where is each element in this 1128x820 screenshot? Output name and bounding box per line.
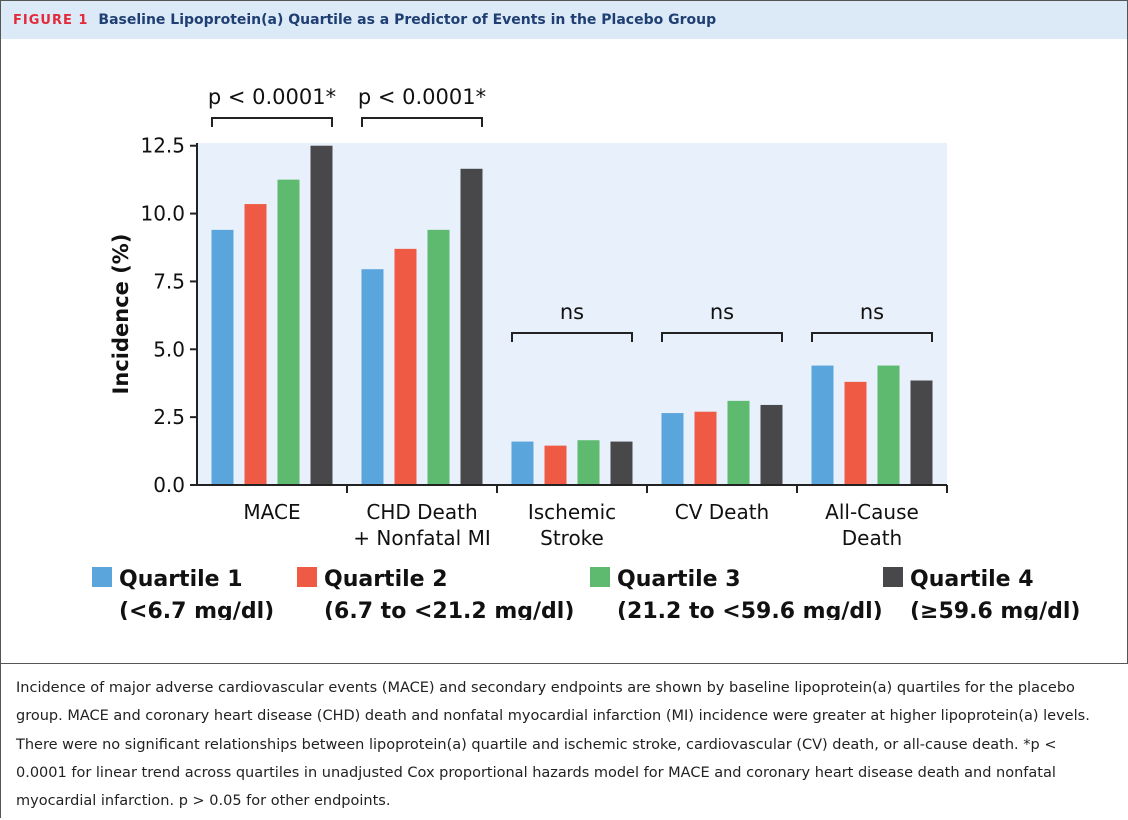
bar [577, 440, 600, 485]
x-tick-label: CHD Death + Nonfatal MI [353, 500, 490, 550]
x-tick-label-line: MACE [243, 500, 300, 524]
annotation: ns [710, 300, 734, 324]
bar [910, 380, 933, 485]
bar [460, 168, 483, 486]
bar [211, 229, 234, 485]
figure-title: Baseline Lipoprotein(a) Quartile as a Pr… [98, 12, 717, 28]
legend-range: (<6.7 mg/dl) [119, 599, 274, 620]
legend-label: Quartile 1 [119, 567, 243, 592]
chart: 0.0 2.5 5.0 7.5 10.0 12.5 Incidence (%) MACE CHD… [92, 85, 1080, 620]
legend-swatch [883, 567, 903, 587]
caption: Incidence of major adverse cardiovascula… [16, 680, 1090, 810]
bracket [811, 332, 933, 342]
bar [661, 413, 684, 485]
bar [727, 400, 750, 485]
annotation: p < 0.0001* [358, 85, 486, 109]
figure-label: FIGURE 1 [13, 12, 89, 28]
bar [277, 179, 300, 485]
legend-label: Quartile 2 [324, 567, 448, 592]
bracket [511, 332, 633, 342]
x-tick-label: All-Cause Death [825, 500, 919, 550]
y-tick-label: 0.0 [153, 473, 185, 497]
x-tick-label-line: + Nonfatal MI [353, 526, 490, 550]
y-tick-label: 7.5 [153, 269, 185, 293]
bracket [361, 117, 483, 127]
border [0, 662, 1, 818]
y-tick-label: 12.5 [140, 134, 185, 158]
x-tick-label-line: Ischemic [528, 500, 616, 524]
bar [361, 269, 384, 485]
x-tick-label: MACE [243, 500, 300, 524]
x-tick-label-line: All-Cause [825, 500, 919, 524]
bar [610, 441, 633, 485]
x-tick-label-line: Stroke [540, 526, 604, 550]
bar [694, 411, 717, 485]
x-tick-label-line: CHD Death [366, 500, 477, 524]
legend-swatch [297, 567, 317, 587]
x-tick-label-line: CV Death [675, 500, 769, 524]
legend-swatch [92, 567, 112, 587]
legend-label: Quartile 4 [910, 567, 1034, 592]
legend-swatch [590, 567, 610, 587]
bar [511, 441, 534, 485]
x-tick-label: Ischemic Stroke [528, 500, 616, 550]
bar [844, 381, 867, 485]
bar [427, 229, 450, 485]
legend-range: (≥59.6 mg/dl) [910, 599, 1080, 620]
y-tick-label: 2.5 [153, 405, 185, 429]
bar [877, 365, 900, 485]
bar [310, 145, 333, 485]
bracket [661, 332, 783, 342]
legend-range: (6.7 to <21.2 mg/dl) [324, 599, 574, 620]
bar [811, 365, 834, 485]
annotation: p < 0.0001* [208, 85, 336, 109]
figure-header: FIGURE 1 Baseline Lipoprotein(a) Quartil… [1, 1, 1127, 39]
bar [544, 445, 567, 485]
x-tick-label: CV Death [675, 500, 769, 524]
y-tick-label: 10.0 [140, 202, 185, 226]
bar [760, 404, 783, 485]
annotation: ns [560, 300, 584, 324]
bar [394, 248, 417, 485]
bar [244, 204, 267, 486]
bracket [211, 117, 333, 127]
y-tick-label: 5.0 [153, 337, 185, 361]
x-tick-label-line: Death [842, 526, 902, 550]
legend-label: Quartile 3 [617, 567, 741, 592]
y-axis-label: Incidence (%) [109, 234, 133, 395]
legend-range: (21.2 to <59.6 mg/dl) [617, 599, 883, 620]
annotation: ns [860, 300, 884, 324]
